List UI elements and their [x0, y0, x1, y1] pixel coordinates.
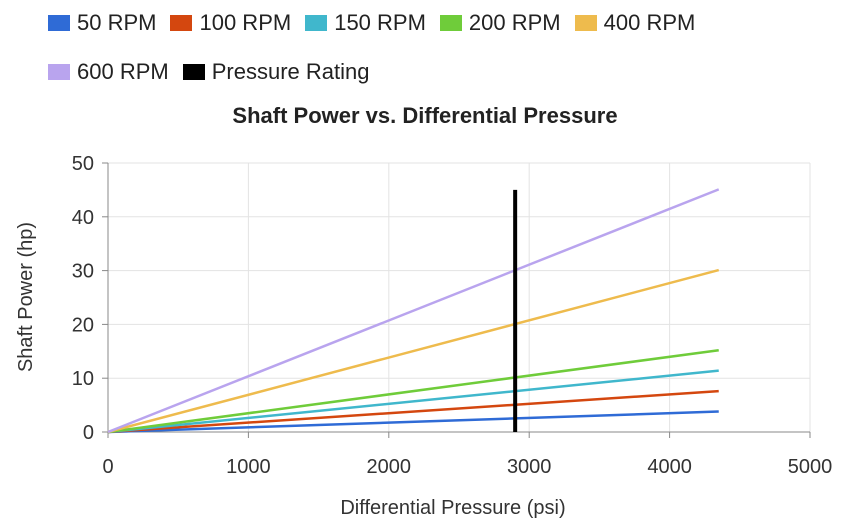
series-group — [107, 188, 720, 434]
legend-label: Pressure Rating — [211, 59, 370, 84]
legend-label: 400 RPM — [603, 10, 696, 35]
legend-item-50-rpm[interactable]: 50 RPM — [48, 10, 156, 36]
legend-swatch — [439, 15, 462, 31]
legend-item-400-rpm[interactable]: 400 RPM — [574, 10, 696, 36]
tick-labels: 0 1000 2000 3000 4000 5000 0 10 20 30 40 50 — [72, 153, 833, 478]
legend-row-1: 50 RPM 100 RPM 150 RPM 200 RPM 400 RPM — [48, 8, 838, 38]
y-tick-label: 10 — [72, 368, 94, 390]
legend-item-pressure-rating[interactable]: Pressure Rating — [182, 59, 370, 85]
y-tick-label: 0 — [83, 422, 94, 444]
x-tick-label: 2000 — [367, 456, 412, 478]
legend-label: 600 RPM — [77, 59, 169, 84]
y-axis-label: Shaft Power (hp) — [15, 222, 37, 372]
legend-label: 50 RPM — [77, 10, 157, 35]
y-tick-label: 20 — [72, 314, 94, 336]
legend-item-600-rpm[interactable]: 600 RPM — [48, 59, 169, 85]
x-tick-label: 3000 — [507, 456, 552, 478]
series-line-200-rpm[interactable] — [107, 348, 719, 434]
legend-label: 100 RPM — [199, 10, 292, 35]
x-tick-label: 1000 — [226, 456, 271, 478]
x-axis-label: Differential Pressure (psi) — [340, 497, 565, 519]
x-tick-label: 0 — [102, 456, 113, 478]
legend-swatch — [574, 15, 597, 31]
series-line-600-rpm[interactable] — [107, 188, 720, 434]
y-tick-label: 40 — [72, 207, 94, 229]
legend-label: 200 RPM — [468, 10, 561, 35]
legend-swatch — [48, 64, 70, 80]
legend-item-150-rpm[interactable]: 150 RPM — [305, 10, 426, 36]
x-tick-label: 4000 — [647, 456, 692, 478]
series-line-100-rpm[interactable] — [107, 389, 719, 434]
legend-item-100-rpm[interactable]: 100 RPM — [170, 10, 291, 36]
legend-label: 150 RPM — [334, 10, 426, 35]
series-line-400-rpm[interactable] — [107, 268, 720, 434]
y-tick-label: 30 — [72, 261, 94, 283]
axes — [102, 162, 811, 438]
legend-swatch — [48, 15, 70, 31]
gridlines — [108, 162, 811, 432]
legend-swatch — [305, 15, 328, 31]
chart-title: Shaft Power vs. Differential Pressure — [232, 103, 617, 128]
legend: 50 RPM 100 RPM 150 RPM 200 RPM 400 RPM 6… — [48, 8, 838, 106]
y-tick-label: 50 — [72, 153, 94, 175]
series-line-150-rpm[interactable] — [107, 369, 719, 434]
legend-item-200-rpm[interactable]: 200 RPM — [439, 10, 561, 36]
legend-row-2: 600 RPM Pressure Rating — [48, 57, 838, 87]
series-line-50-rpm[interactable] — [107, 410, 719, 434]
legend-swatch — [170, 15, 193, 31]
x-tick-label: 5000 — [788, 456, 833, 478]
legend-swatch — [182, 64, 205, 80]
